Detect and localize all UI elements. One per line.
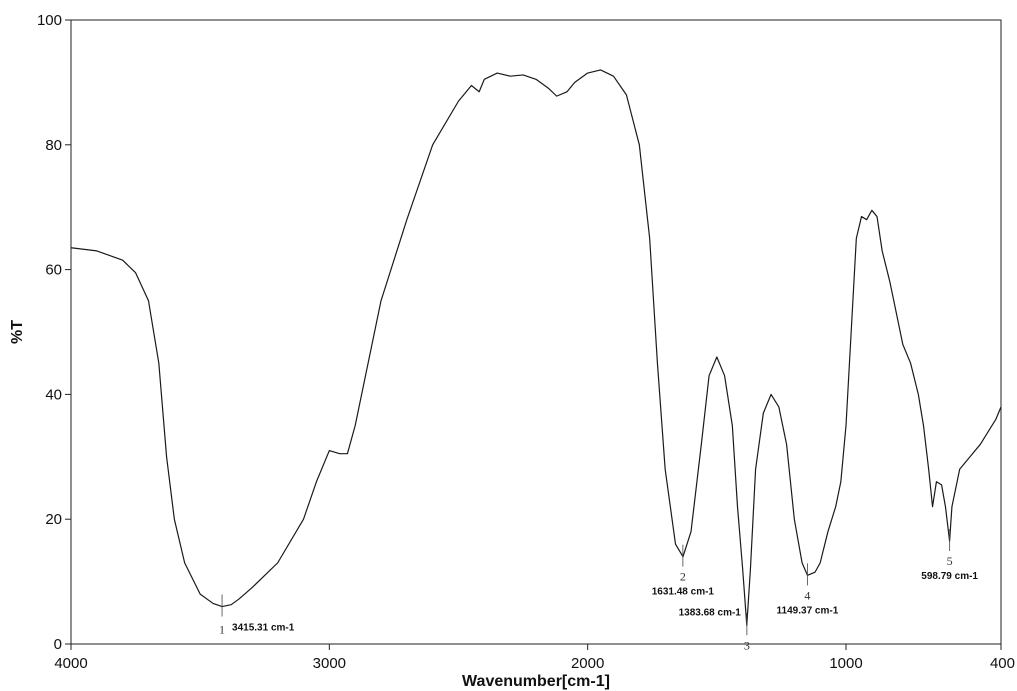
y-tick-label: 80 (45, 137, 62, 154)
peak-marker-2: 2 1631.48 cm-1 (652, 544, 715, 598)
peak-annotations: 1 3415.31 cm-1 2 1631.48 cm-1 3 1383.68 cm-1 4… (219, 529, 978, 652)
y-tick-label: 20 (45, 511, 62, 528)
x-axis-ticks: 4000 3000 2000 1000 400 (54, 644, 1015, 672)
x-tick-label: 3000 (313, 655, 346, 672)
series-layer (70, 69, 1002, 626)
peak-number: 1 (219, 623, 225, 637)
peak-marker-5: 5 598.79 cm-1 (921, 529, 978, 582)
peak-number: 4 (804, 588, 810, 602)
x-tick-label: 4000 (54, 655, 87, 672)
y-tick-label: 40 (45, 386, 62, 403)
spectrum-line-0 (70, 69, 1002, 626)
peak-marker-1: 1 3415.31 cm-1 (219, 594, 295, 637)
peak-label: 1631.48 cm-1 (652, 587, 715, 598)
y-axis-ticks: 0 20 40 60 80 100 (37, 12, 71, 653)
peak-number: 2 (680, 570, 686, 584)
peak-label: 598.79 cm-1 (921, 571, 978, 582)
peak-label: 1383.68 cm-1 (679, 607, 742, 618)
plot-frame (70, 19, 1002, 645)
y-tick-label: 100 (37, 12, 62, 29)
peak-label: 1149.37 cm-1 (777, 605, 839, 616)
peak-label: 3415.31 cm-1 (232, 623, 295, 634)
y-tick-label: 60 (45, 262, 62, 279)
x-axis-title: Wavenumber[cm-1] (462, 673, 610, 690)
y-axis-title: %T (9, 320, 26, 344)
x-tick-label: 1000 (829, 655, 862, 672)
x-tick-label: 2000 (571, 655, 604, 672)
peak-marker-3: 3 1383.68 cm-1 (679, 607, 750, 652)
y-tick-label: 0 (54, 636, 62, 653)
peak-number: 3 (744, 638, 750, 652)
peak-number: 5 (947, 554, 953, 568)
peak-marker-4: 4 1149.37 cm-1 (777, 563, 839, 616)
x-tick-label: 400 (990, 655, 1015, 672)
